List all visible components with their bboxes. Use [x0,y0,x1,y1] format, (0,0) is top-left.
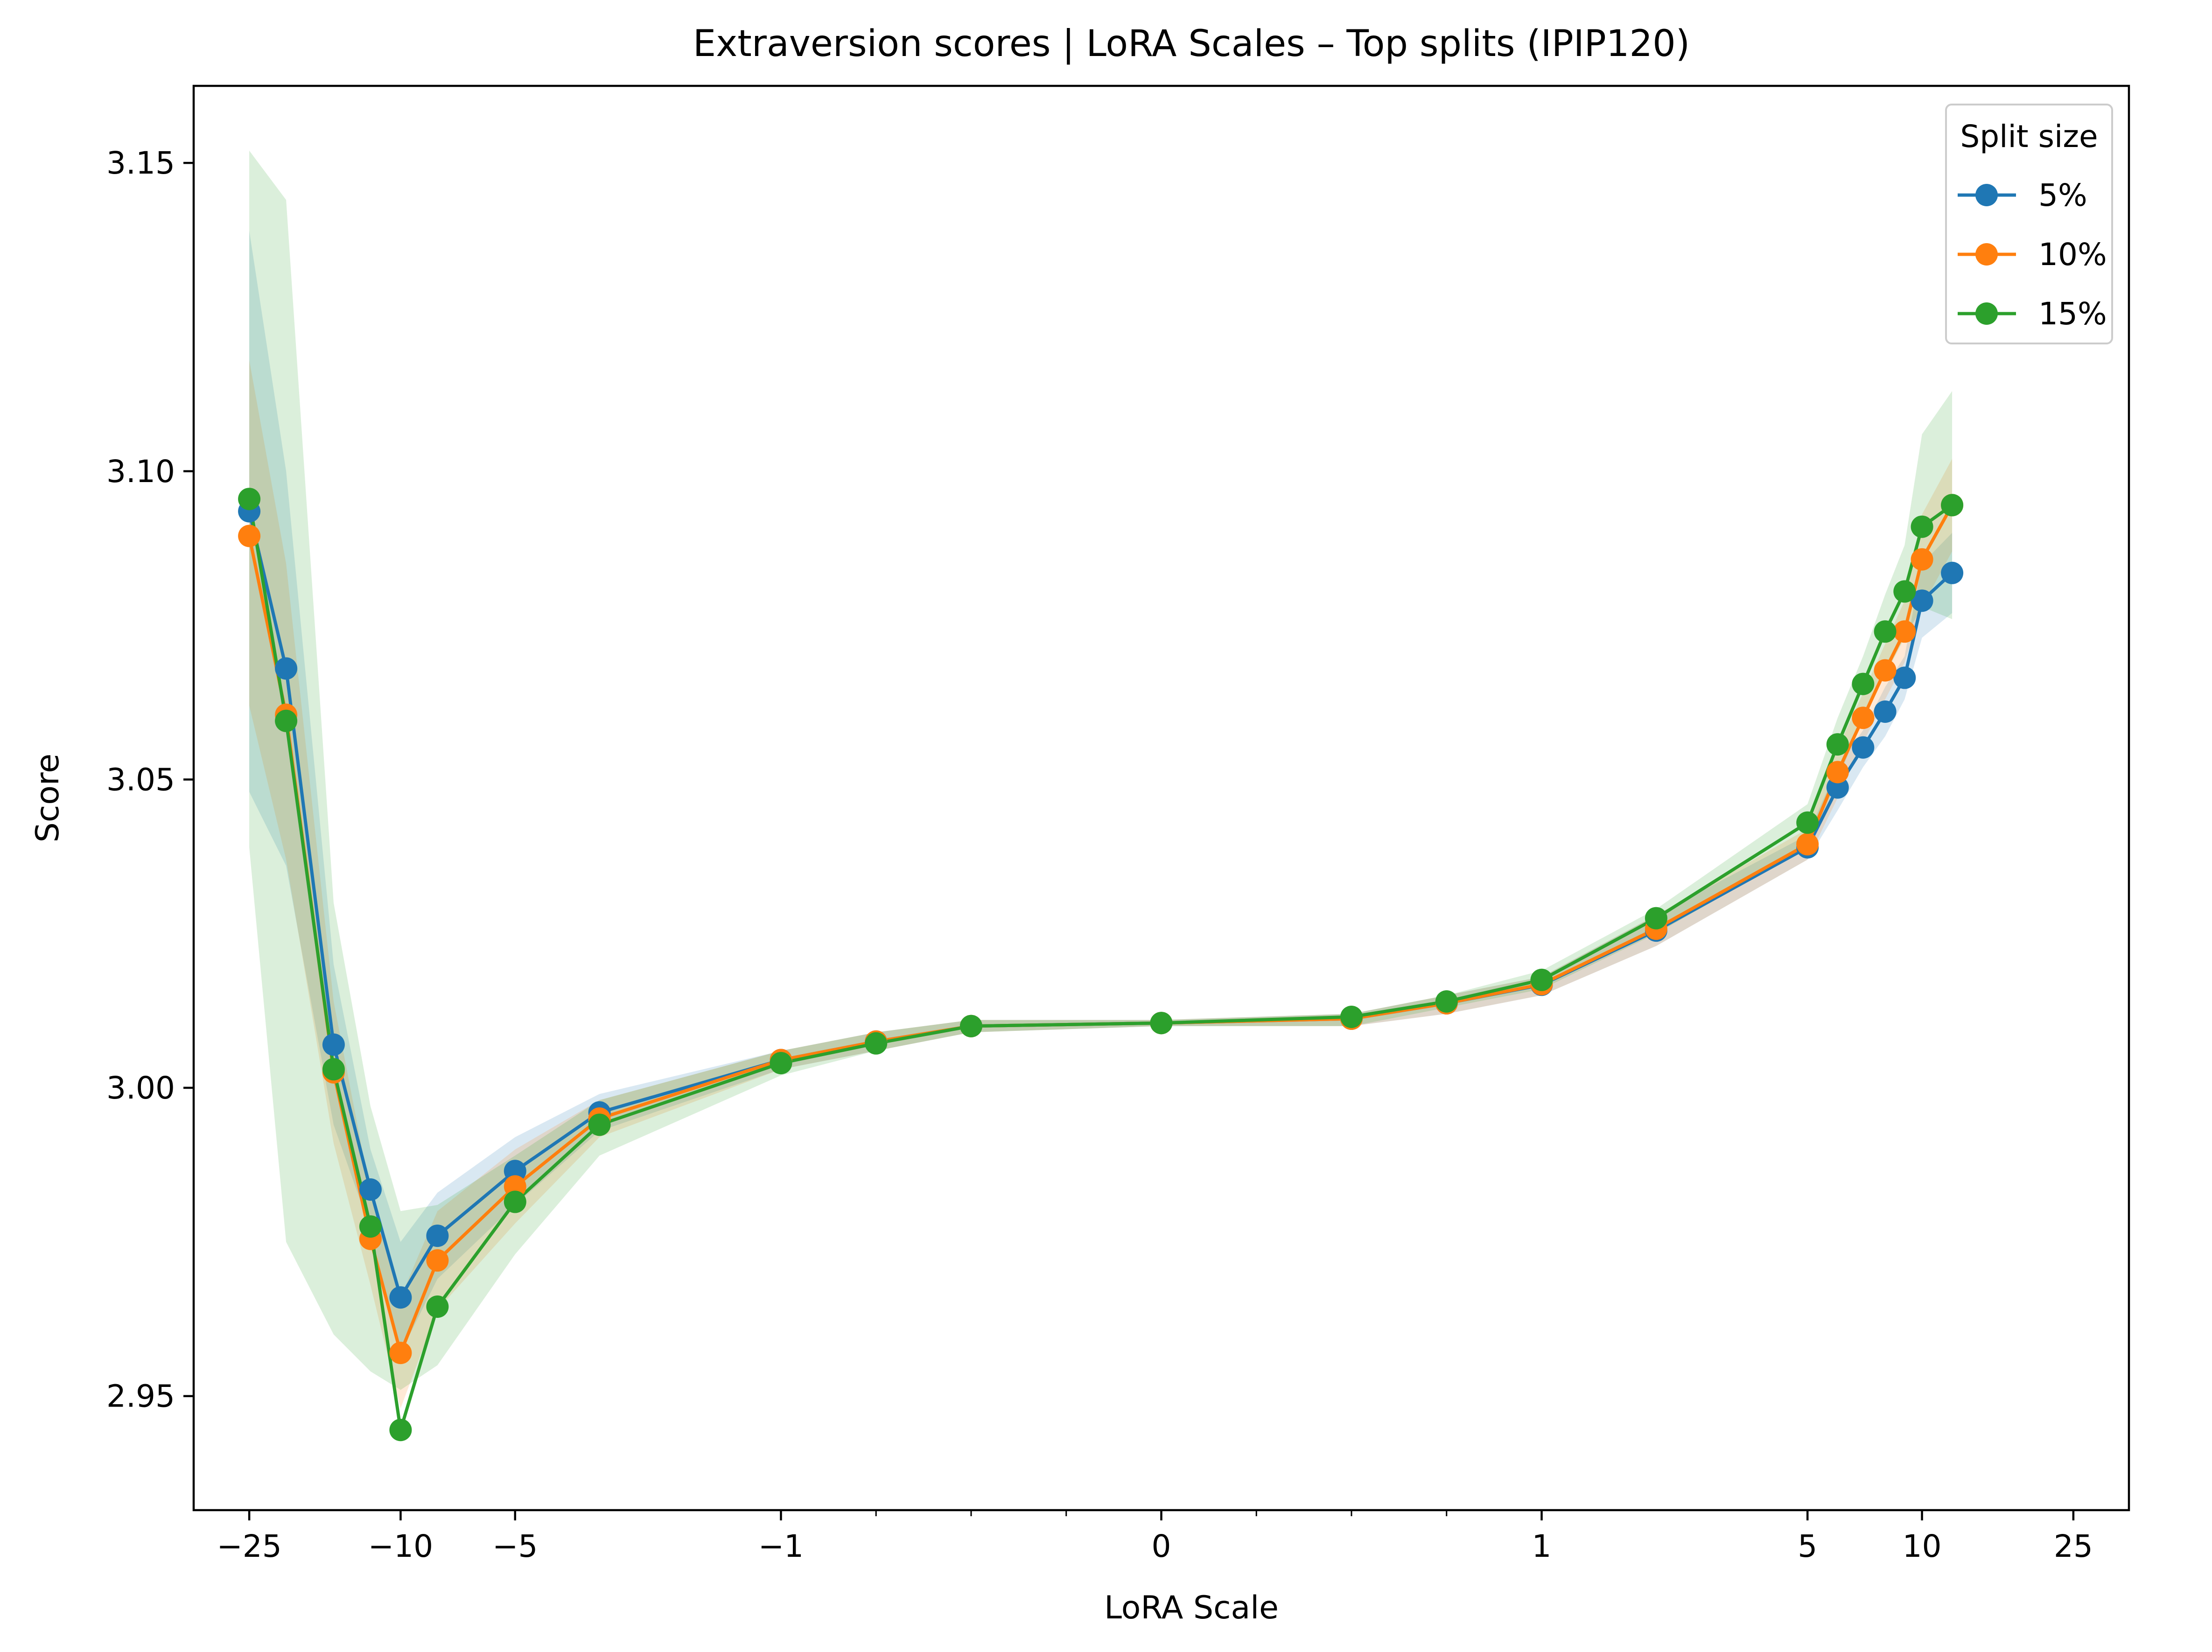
data-point-15pct [238,488,261,511]
x-tick-label: −5 [492,1528,538,1564]
data-point-15pct [960,1015,982,1037]
data-point-15pct [504,1190,526,1213]
series-markers [238,488,1964,1442]
data-point-5pct [359,1178,382,1201]
data-point-5pct [1911,589,1933,612]
data-point-5pct [1852,736,1875,759]
data-point-15pct [1340,1006,1363,1028]
legend-label: 10% [2038,237,2107,273]
data-point-15pct [1852,672,1875,695]
data-point-15pct [865,1032,888,1055]
data-point-15pct [1941,494,1964,517]
legend-label: 5% [2038,177,2087,213]
data-point-15pct [1826,733,1849,756]
data-point-10pct [1893,620,1916,643]
y-axis-label: Score [29,754,66,842]
band-15pct [249,150,1953,1390]
data-point-15pct [1874,620,1897,643]
y-tick-label: 3.05 [106,762,175,798]
data-point-5pct [322,1033,345,1056]
x-tick-label: 5 [1798,1528,1817,1564]
data-point-15pct [770,1052,792,1075]
data-point-10pct [1796,833,1819,856]
x-tick-label: 0 [1152,1528,1171,1564]
chart-title: Extraversion scores | LoRA Scales – Top … [693,23,1690,65]
data-point-15pct [588,1113,611,1136]
y-tick-label: 3.00 [106,1070,175,1106]
data-point-15pct [1645,907,1667,930]
legend-box [1945,104,2113,344]
band-5pct [249,231,1953,1353]
data-point-10pct [1911,548,1933,571]
legend-item: 5% [1958,177,2087,213]
legend: Split size 5% 10% 15% [1945,104,2113,344]
y-tick-label: 3.15 [106,145,175,181]
data-point-15pct [389,1419,412,1442]
data-point-10pct [238,525,261,547]
data-point-10pct [1826,761,1849,784]
data-point-10pct [504,1175,526,1198]
data-point-15pct [1435,990,1458,1013]
x-tick-label: 1 [1532,1528,1552,1564]
data-point-10pct [1852,707,1875,729]
data-point-5pct [389,1286,412,1309]
data-point-5pct [426,1225,449,1247]
data-point-15pct [1530,968,1553,991]
data-point-15pct [1150,1012,1173,1035]
data-point-15pct [1893,580,1916,603]
data-point-15pct [275,709,298,732]
x-axis-label: LoRA Scale [1104,1589,1279,1626]
data-point-5pct [1874,700,1897,723]
legend-title: Split size [1960,119,2098,154]
x-tick-label: −1 [758,1528,804,1564]
data-point-15pct [1911,515,1933,538]
data-point-15pct [426,1295,449,1318]
data-point-10pct [1874,659,1897,682]
data-point-15pct [322,1058,345,1081]
data-point-5pct [1893,666,1916,689]
legend-item: 10% [1958,237,2107,273]
legend-marker [1975,184,1998,206]
y-tick-label: 3.10 [106,454,175,490]
x-axis-ticks: −25 −10 −5 −1 0 1 5 10 25 [217,1510,2093,1564]
legend-marker [1975,302,1998,325]
data-point-5pct [504,1160,526,1183]
data-point-5pct [1941,561,1964,584]
x-tick-label: 10 [1903,1528,1942,1564]
data-point-10pct [389,1342,412,1365]
data-point-5pct [1826,776,1849,799]
x-tick-label: −25 [217,1528,281,1564]
x-tick-label: −10 [368,1528,433,1564]
data-point-15pct [1796,811,1819,834]
y-axis-ticks: 2.95 3.00 3.05 3.10 3.15 [106,145,194,1414]
legend-label: 15% [2038,296,2107,332]
data-point-15pct [359,1215,382,1238]
data-point-10pct [426,1249,449,1272]
data-point-5pct [275,657,298,680]
y-tick-label: 2.95 [106,1379,175,1414]
legend-marker [1975,243,1998,266]
x-tick-label: 25 [2054,1528,2093,1564]
legend-item: 15% [1958,296,2107,332]
